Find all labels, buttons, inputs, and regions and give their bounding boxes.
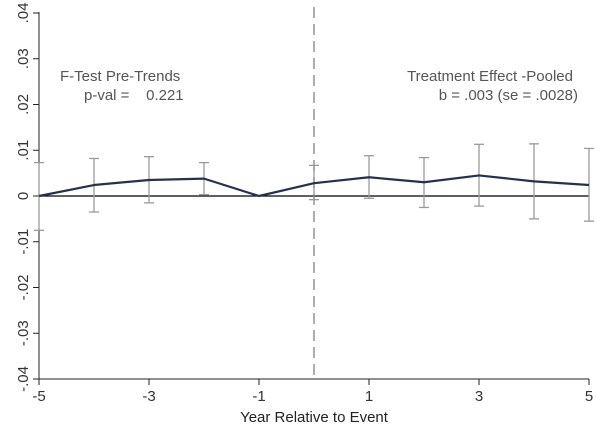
- pretrends-test-title: F-Test Pre-Trends: [60, 68, 180, 85]
- estimate-line: [38, 174, 590, 198]
- y-tick-label: -.03: [15, 320, 32, 346]
- x-tick-label: 5: [585, 388, 593, 405]
- treatment-effect-estimate: b = .003 (se = .0028): [439, 87, 578, 104]
- pretrends-test-pvalue: p-val = 0.221: [84, 87, 184, 104]
- y-tick-label: .02: [15, 94, 32, 115]
- x-tick-label: -3: [142, 388, 155, 405]
- y-tick-label: .01: [15, 140, 32, 161]
- y-tick-label: .03: [15, 48, 32, 69]
- x-axis: -5 -3 -1 1 3 5: [32, 378, 593, 405]
- x-tick-label: 3: [475, 388, 483, 405]
- y-tick-label: -.02: [15, 275, 32, 301]
- y-tick-label: .04: [15, 3, 32, 24]
- y-axis: -.04 -.03 -.02 -.01 0 .01 .02 .03 .04: [15, 3, 40, 392]
- x-tick-label: 1: [365, 388, 373, 405]
- ci-bar: [34, 161, 44, 231]
- confidence-intervals: [34, 143, 594, 231]
- y-tick-label: -.01: [15, 229, 32, 255]
- y-tick-label: 0: [15, 192, 32, 200]
- x-tick-label: -1: [252, 388, 265, 405]
- x-axis-title: Year Relative to Event: [240, 409, 389, 426]
- treatment-effect-title: Treatment Effect -Pooled: [407, 68, 573, 85]
- y-tick-label: -.04: [15, 366, 32, 392]
- x-tick-label: -5: [32, 388, 45, 405]
